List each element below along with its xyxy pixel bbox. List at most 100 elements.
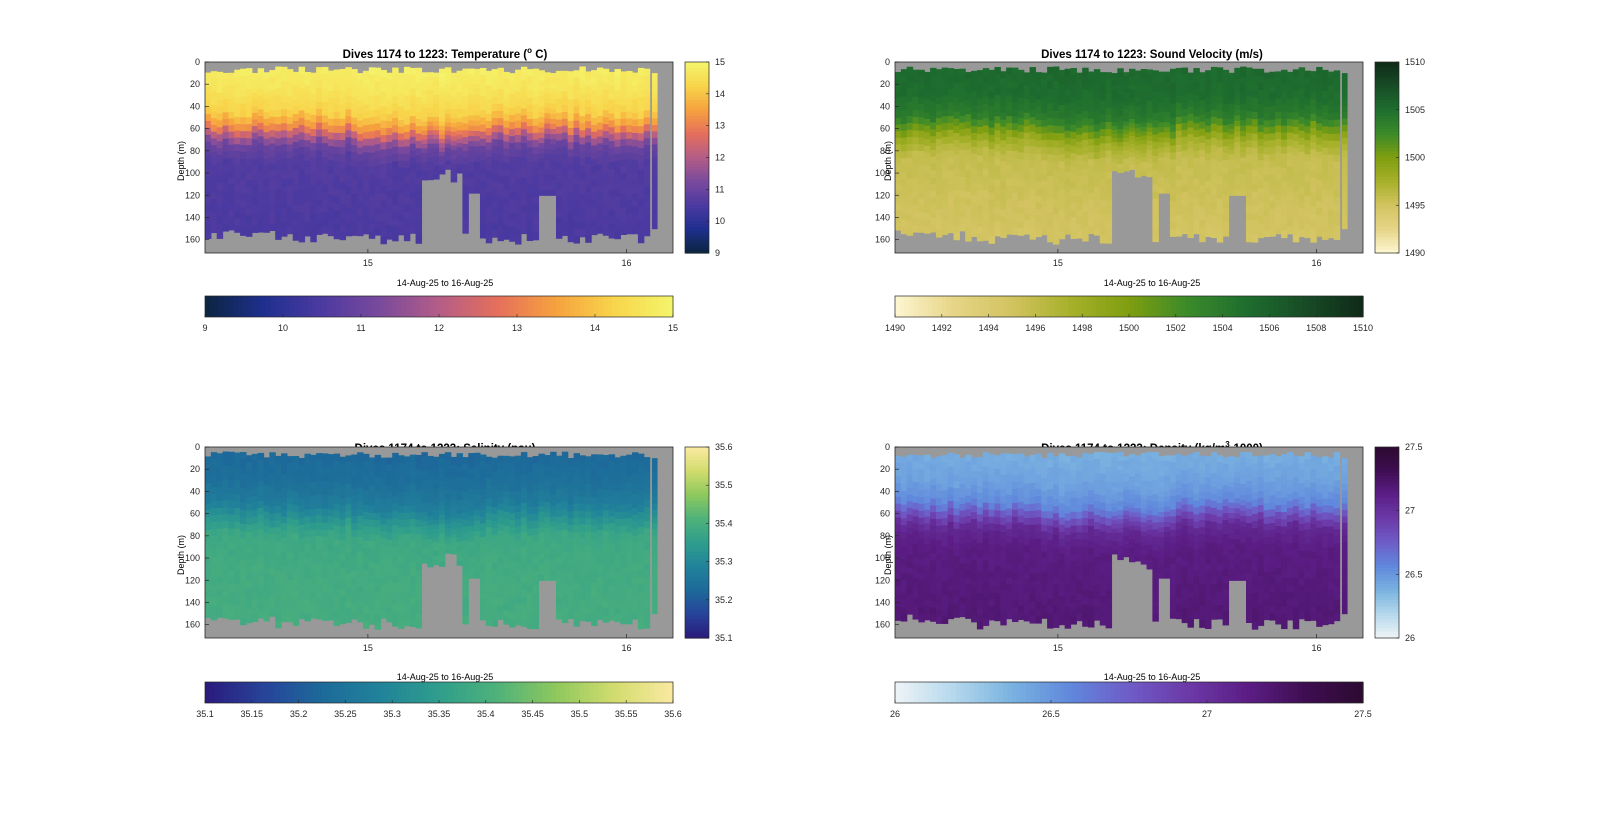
salinity-heat-cell (298, 605, 306, 613)
salinity-heat-cell (240, 509, 247, 518)
sound_velocity-heat-cell (1310, 185, 1317, 193)
temperature-heat-cell (444, 80, 452, 85)
sound_velocity-heat-cell (930, 163, 937, 171)
temperature-heat-cell (263, 105, 270, 113)
sound_velocity-heat-cell (1105, 178, 1113, 187)
salinity-heat-cell (351, 605, 358, 613)
temperature-horizontal-colorbar-cell (485, 296, 492, 317)
sound_velocity-heat-cell (1111, 162, 1118, 168)
sound_velocity-heat-cell (941, 227, 949, 235)
temperature-heat-cell (643, 200, 651, 209)
sound_velocity-heat-cell (976, 219, 984, 228)
temperature-heat-cell (286, 75, 294, 84)
temperature-heat-cell (515, 214, 522, 223)
temperature-heat-cell (433, 170, 440, 176)
temperature-heat-cell (427, 103, 434, 109)
temperature-heat-cell (515, 98, 522, 107)
sound_velocity-heat-cell (1064, 137, 1072, 146)
sound_velocity-heat-cell (1058, 140, 1066, 148)
salinity-heat-cell (327, 592, 335, 600)
salinity-heat-cell (392, 597, 399, 605)
temperature-heat-cell (591, 138, 598, 147)
temperature-heat-cell (205, 127, 212, 136)
sound_velocity-heat-cell (1292, 227, 1300, 236)
salinity-heat-cell (286, 456, 294, 464)
temperature-heat-cell (561, 111, 569, 120)
sound_velocity-y-tick-label: 140 (875, 212, 890, 222)
temperature-heat-cell (403, 88, 411, 97)
temperature-heat-cell (368, 202, 376, 211)
sound_velocity-heat-cell (1134, 128, 1142, 134)
sound_velocity-heat-cell (1269, 188, 1276, 196)
sound_velocity-heat-cell (1140, 82, 1148, 88)
temperature-heat-cell (281, 66, 288, 75)
temperature-heat-cell (651, 99, 658, 107)
temperature-heat-cell (556, 98, 563, 107)
temperature-heat-cell (468, 125, 475, 132)
sound_velocity-heat-cell (1134, 70, 1142, 76)
temperature-heat-cell (275, 167, 282, 176)
salinity-heat-cell (222, 479, 229, 487)
temperature-heat-cell (602, 200, 610, 209)
sound_velocity-heat-cell (1193, 109, 1200, 117)
temperature-heat-cell (602, 96, 610, 104)
sound_velocity-heat-cell (935, 160, 943, 168)
temperature-heat-cell (632, 193, 639, 201)
temperature-heat-cell (234, 157, 241, 166)
sound_velocity-heat-cell (1316, 158, 1323, 167)
salinity-heat-cell (362, 613, 370, 622)
sound_velocity-heat-cell (1140, 117, 1148, 123)
temperature-heat-cell (632, 200, 639, 208)
temperature-heat-cell (532, 182, 540, 191)
salinity-heat-cell (228, 570, 235, 579)
temperature-heat-cell (251, 79, 259, 87)
temperature-heat-cell (526, 76, 534, 85)
temperature-heat-cell (339, 140, 346, 148)
sound_velocity-heat-cell (976, 141, 984, 149)
temperature-heat-cell (228, 190, 235, 198)
temperature-heat-cell (573, 221, 580, 230)
temperature-horizontal-colorbar-cell (434, 296, 440, 317)
temperature-heat-cell (345, 130, 352, 138)
temperature-heat-cell (439, 90, 446, 96)
temperature-heat-cell (561, 180, 569, 188)
sound_velocity-heat-cell (1164, 147, 1171, 154)
sound_velocity-heat-cell (1035, 99, 1042, 107)
salinity-heat-cell (351, 468, 358, 476)
sound_velocity-heat-cell (1246, 176, 1253, 185)
temperature-heat-cell (602, 82, 610, 91)
salinity-heat-cell (322, 557, 329, 566)
sound_velocity-y-tick-label: 0 (885, 57, 890, 67)
temperature-heat-cell (427, 108, 434, 114)
temperature-heat-cell (216, 168, 224, 177)
sound_velocity-heat-cell (1210, 223, 1218, 231)
sound_velocity-heat-cell (971, 222, 978, 231)
sound_velocity-heat-cell (1099, 86, 1107, 95)
sound_velocity-heat-cell (906, 122, 914, 131)
temperature-heat-cell (567, 206, 575, 214)
temperature-heat-cell (474, 125, 481, 132)
salinity-heat-cell (281, 453, 288, 461)
salinity-heat-cell (339, 526, 346, 534)
temperature-y-tick-label: 100 (185, 168, 200, 178)
salinity-heat-cell (357, 487, 364, 496)
temperature-heat-cell (374, 81, 382, 90)
sound_velocity-heat-cell (1193, 226, 1200, 235)
temperature-heat-cell (380, 149, 387, 158)
salinity-heat-cell (205, 463, 212, 471)
sound_velocity-heat-cell (1310, 135, 1317, 143)
temperature-heat-cell (380, 98, 387, 107)
temperature-heat-cell (491, 223, 499, 231)
salinity-heat-cell (380, 531, 387, 539)
sound_velocity-heat-cell (1298, 222, 1306, 231)
temperature-heat-cell (269, 123, 276, 131)
temperature-horizontal-colorbar-cell (275, 296, 281, 317)
temperature-heat-cell (351, 214, 358, 223)
temperature-colorbar-cell (685, 112, 709, 117)
salinity-heat-cell (362, 461, 370, 469)
sound_velocity-heat-cell (1281, 167, 1288, 176)
temperature-heat-cell (339, 154, 346, 162)
sound_velocity-heat-cell (1129, 98, 1136, 103)
sound_velocity-heat-cell (1134, 154, 1142, 160)
temperature-heat-cell (415, 67, 423, 76)
